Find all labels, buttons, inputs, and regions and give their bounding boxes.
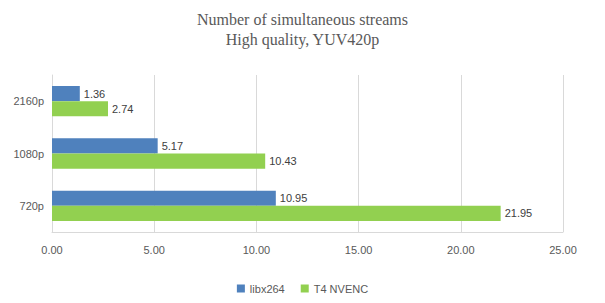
svg-text:5.17: 5.17 <box>162 140 183 152</box>
svg-text:15.00: 15.00 <box>345 244 373 256</box>
svg-text:720p: 720p <box>20 200 44 212</box>
svg-text:25.00: 25.00 <box>549 244 577 256</box>
svg-text:0.00: 0.00 <box>41 244 62 256</box>
svg-text:Number of simultaneous streams: Number of simultaneous streams <box>197 11 408 28</box>
svg-text:libx264: libx264 <box>250 283 285 295</box>
svg-text:5.00: 5.00 <box>143 244 164 256</box>
svg-text:10.95: 10.95 <box>280 192 308 204</box>
svg-text:20.00: 20.00 <box>447 244 475 256</box>
svg-text:T4 NVENC: T4 NVENC <box>314 283 368 295</box>
svg-text:High quality, YUV420p: High quality, YUV420p <box>226 31 379 49</box>
svg-text:1080p: 1080p <box>13 148 44 160</box>
svg-text:10.00: 10.00 <box>243 244 271 256</box>
svg-text:2160p: 2160p <box>13 95 44 107</box>
svg-text:1.36: 1.36 <box>84 88 105 100</box>
svg-text:21.95: 21.95 <box>505 207 533 219</box>
svg-text:10.43: 10.43 <box>269 155 297 167</box>
svg-text:2.74: 2.74 <box>112 103 133 115</box>
